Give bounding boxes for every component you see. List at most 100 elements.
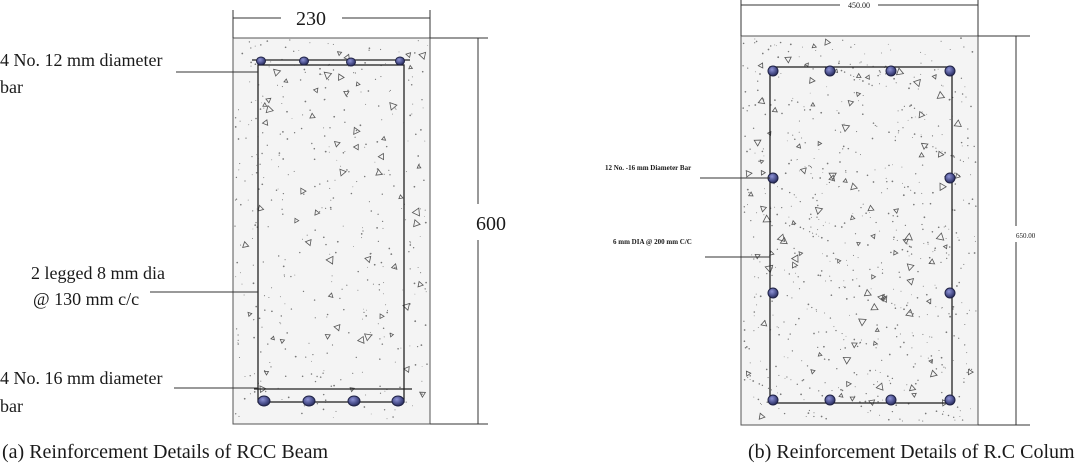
aggregate-dot xyxy=(871,137,874,140)
aggregate-dot xyxy=(352,372,354,374)
aggregate-dot xyxy=(831,390,833,392)
aggregate-dot xyxy=(767,387,770,389)
aggregate-dot xyxy=(901,248,904,251)
aggregate-triangle xyxy=(804,62,809,68)
aggregate-dot xyxy=(788,273,790,275)
aggregate-dot xyxy=(795,266,797,268)
aggregate-dot xyxy=(940,40,942,42)
aggregate-dot xyxy=(323,370,325,372)
aggregate-dot xyxy=(970,408,971,410)
aggregate-dot xyxy=(823,358,826,360)
aggregate-dot xyxy=(970,105,972,108)
aggregate-triangle xyxy=(411,207,420,217)
aggregate-dot xyxy=(821,394,824,397)
aggregate-dot xyxy=(301,412,303,415)
aggregate-dot xyxy=(914,116,916,118)
aggregate-dot xyxy=(354,136,356,138)
aggregate-dot xyxy=(913,203,915,206)
column-width-label: 450.00 xyxy=(848,1,870,10)
aggregate-dot xyxy=(261,183,264,186)
aggregate-dot xyxy=(845,335,847,337)
aggregate-dot xyxy=(249,81,251,83)
aggregate-dot xyxy=(394,107,396,109)
aggregate-dot xyxy=(754,152,756,154)
aggregate-dot xyxy=(364,146,366,148)
aggregate-dot xyxy=(938,350,940,351)
aggregate-dot xyxy=(328,151,330,153)
aggregate-dot xyxy=(948,228,950,230)
aggregate-dot xyxy=(921,192,923,194)
aggregate-dot xyxy=(787,338,789,340)
aggregate-dot xyxy=(424,221,427,224)
aggregate-dot xyxy=(910,253,913,255)
aggregate-triangle xyxy=(325,255,334,265)
aggregate-triangle xyxy=(833,68,839,74)
aggregate-dot xyxy=(877,401,879,403)
aggregate-dot xyxy=(893,238,895,240)
aggregate-triangle xyxy=(270,335,275,341)
aggregate-triangle xyxy=(931,74,937,80)
aggregate-dot xyxy=(920,51,922,53)
aggregate-triangle xyxy=(842,356,852,365)
aggregate-dot xyxy=(755,293,757,295)
aggregate-triangle xyxy=(881,294,887,301)
aggregate-dot xyxy=(960,267,962,269)
aggregate-dot xyxy=(923,243,925,244)
aggregate-dot xyxy=(238,415,240,417)
aggregate-dot xyxy=(943,366,945,368)
aggregate-dot xyxy=(252,228,254,230)
aggregate-dot xyxy=(888,380,890,382)
aggregate-dot xyxy=(334,179,336,181)
aggregate-dot xyxy=(789,43,792,46)
aggregate-dot xyxy=(383,409,386,411)
aggregate-dot xyxy=(875,369,877,371)
aggregate-dot xyxy=(798,170,800,172)
aggregate-dot xyxy=(376,227,378,229)
aggregate-dot xyxy=(812,68,814,70)
aggregate-dot xyxy=(802,228,805,230)
aggregate-dot xyxy=(911,332,913,334)
aggregate-dot xyxy=(924,118,926,120)
column-tie xyxy=(769,66,953,404)
aggregate-dot xyxy=(964,344,966,346)
aggregate-dot xyxy=(805,416,807,417)
aggregate-dot xyxy=(826,255,828,257)
aggregate-dot xyxy=(394,361,396,363)
aggregate-dot xyxy=(357,289,359,291)
aggregate-dot xyxy=(330,208,332,210)
aggregate-dot xyxy=(961,101,963,103)
aggregate-dot xyxy=(791,100,793,102)
aggregate-dot xyxy=(878,83,881,85)
aggregate-dot xyxy=(384,390,386,392)
aggregate-dot xyxy=(903,341,905,344)
aggregate-dot xyxy=(876,381,879,383)
aggregate-dot xyxy=(808,165,810,167)
aggregate-dot xyxy=(346,169,348,171)
aggregate-dot xyxy=(811,306,813,309)
aggregate-dot xyxy=(876,324,878,326)
beam-top-bar xyxy=(256,56,266,66)
aggregate-dot xyxy=(361,371,363,373)
aggregate-dot xyxy=(414,364,417,366)
aggregate-dot xyxy=(382,266,384,268)
aggregate-dot xyxy=(843,71,846,73)
aggregate-dot xyxy=(386,309,389,311)
aggregate-dot xyxy=(259,108,262,110)
aggregate-dot xyxy=(775,365,777,368)
aggregate-dot xyxy=(377,213,379,215)
aggregate-dot xyxy=(385,63,386,64)
aggregate-dot xyxy=(927,241,929,244)
aggregate-dot xyxy=(329,206,332,209)
aggregate-dot xyxy=(941,150,943,152)
aggregate-dot xyxy=(268,296,270,299)
aggregate-dot xyxy=(817,204,819,207)
aggregate-dot xyxy=(859,79,861,80)
aggregate-dot xyxy=(820,111,823,114)
aggregate-dot xyxy=(960,77,963,79)
aggregate-dot xyxy=(877,74,879,77)
aggregate-dot xyxy=(872,122,875,124)
aggregate-dot xyxy=(254,63,257,66)
aggregate-dot xyxy=(932,191,934,194)
aggregate-dot xyxy=(322,372,324,374)
beam-top-bar-label-2: bar xyxy=(0,77,23,97)
